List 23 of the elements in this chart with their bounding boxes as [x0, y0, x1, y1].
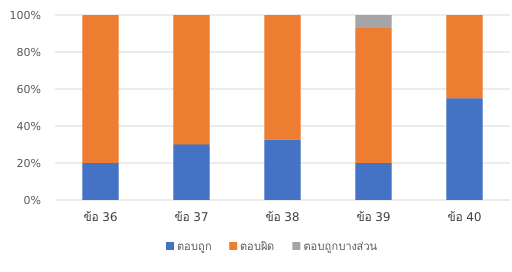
bar	[173, 144, 210, 200]
y-tick-label: 20%	[16, 157, 41, 170]
x-tick-label: ข้อ 36	[83, 210, 118, 224]
bar	[264, 140, 301, 200]
y-tick-label: 40%	[16, 120, 41, 133]
bar	[82, 15, 119, 163]
x-tick-label: ข้อ 40	[447, 210, 482, 224]
bar	[446, 15, 483, 98]
y-tick-label: 100%	[10, 9, 41, 22]
legend-label: ตอบถูก	[177, 240, 212, 253]
legend-label: ตอบผิด	[240, 240, 274, 253]
y-tick-label: 80%	[16, 46, 41, 59]
bar	[173, 15, 210, 144]
bar	[446, 98, 483, 200]
y-tick-label: 60%	[16, 83, 41, 96]
bar	[355, 163, 392, 200]
legend-label: ตอบถูกบางส่วน	[303, 240, 378, 253]
x-tick-label: ข้อ 37	[174, 210, 209, 224]
bar	[264, 15, 301, 140]
x-tick-label: ข้อ 38	[265, 210, 300, 224]
bar	[82, 163, 119, 200]
y-tick-label: 0%	[24, 194, 41, 207]
x-tick-label: ข้อ 39	[356, 210, 391, 224]
